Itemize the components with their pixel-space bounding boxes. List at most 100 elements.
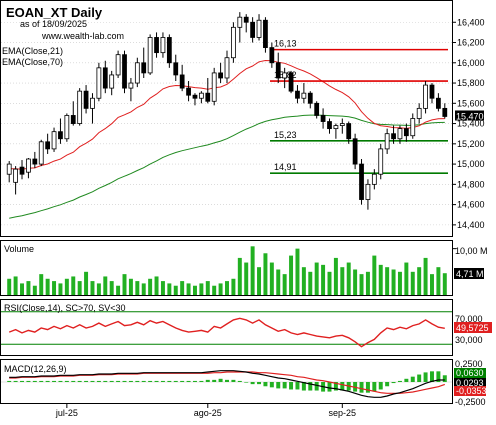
candle-body-down	[166, 37, 172, 64]
candle	[346, 121, 352, 144]
volume-bar	[397, 271, 402, 295]
macd-histogram-bar	[244, 382, 249, 383]
volume-bar	[167, 283, 172, 295]
volume-panel-frame	[0, 240, 453, 296]
volume-bar	[391, 269, 396, 295]
candle-body-down	[173, 62, 179, 76]
macd-histogram-bar	[90, 380, 95, 382]
candle-body-up	[410, 118, 416, 137]
macd-histogram-bar	[263, 382, 268, 387]
candle-body-down	[442, 107, 448, 117]
price-tick-label: 14,400	[457, 220, 485, 230]
price-tick-label: 16,000	[457, 58, 485, 68]
ema-70-line	[9, 114, 445, 219]
rsi-last-bg	[454, 322, 492, 333]
candle	[429, 83, 435, 104]
macd-histogram-bar	[116, 380, 121, 382]
volume-bar	[205, 281, 210, 295]
candle-body-down	[154, 37, 159, 54]
volume-bar	[20, 283, 25, 295]
candle	[403, 123, 409, 142]
rsi-line	[8, 317, 445, 348]
volume-bar	[39, 274, 44, 295]
candle-body-down	[32, 158, 38, 165]
volume-bar	[148, 278, 153, 295]
volume-bar	[436, 267, 441, 295]
volume-bar	[160, 281, 165, 295]
macd-histogram-bar	[148, 380, 153, 382]
candle	[154, 32, 159, 58]
volume-bar	[308, 271, 313, 295]
volume-bar	[186, 283, 191, 295]
candle	[179, 64, 185, 92]
candle	[83, 85, 89, 114]
candle	[288, 70, 294, 94]
candle	[218, 62, 223, 84]
rsi-tick-70: 70,000	[455, 314, 483, 324]
candle-body-down	[307, 92, 313, 104]
candle	[45, 133, 51, 154]
volume-bar	[257, 267, 262, 295]
macd-signal-last-label: -0,0353	[456, 386, 487, 396]
volume-bar	[109, 281, 114, 295]
price-panel-frame	[0, 0, 453, 237]
macd-hist-last-bg	[454, 368, 486, 378]
candle-body-up	[423, 84, 428, 109]
price-tick-label: 16,400	[457, 17, 485, 27]
volume-bar	[442, 273, 447, 295]
macd-histogram-bar	[186, 380, 191, 382]
candle-body-down	[58, 131, 63, 140]
candle	[166, 34, 172, 68]
volume-bar	[26, 281, 31, 295]
candle	[371, 169, 377, 190]
price-tick-label: 15,800	[457, 78, 485, 88]
candle	[147, 34, 153, 75]
candle	[442, 103, 448, 119]
candle-body-down	[275, 62, 281, 79]
ema-21-line	[9, 59, 445, 170]
candle	[391, 125, 396, 144]
candle	[301, 83, 307, 104]
candle-body-up	[6, 163, 12, 175]
candle	[320, 108, 326, 129]
candle	[231, 22, 236, 63]
volume-bar	[378, 264, 383, 295]
candle	[307, 91, 313, 109]
candle-body-up	[26, 158, 31, 173]
candle	[359, 159, 364, 205]
volume-bar	[32, 285, 37, 295]
macd-histogram-bar	[276, 382, 281, 389]
last-price-marker: 15,470	[455, 110, 484, 121]
candle	[134, 57, 140, 88]
volume-panel: Volume 10,00 M 4,71 M	[0, 240, 488, 296]
macd-histogram-bar	[308, 382, 313, 391]
volume-bar	[353, 269, 358, 295]
candle	[397, 125, 403, 144]
candle-body-down	[346, 123, 352, 140]
volume-bar	[212, 285, 217, 295]
macd-histogram-bar	[45, 380, 50, 382]
candle	[243, 14, 249, 33]
volume-bar	[128, 278, 133, 295]
macd-histogram-bar	[122, 380, 127, 382]
volume-bar	[327, 271, 332, 295]
volume-bar	[282, 274, 287, 295]
candle	[339, 118, 345, 134]
volume-bar	[276, 269, 281, 295]
macd-histogram-bar	[333, 382, 338, 391]
candle	[51, 127, 57, 152]
candle-body-up	[198, 92, 204, 99]
legend-ema-21: EMA(Close,21)	[2, 46, 63, 56]
volume-bar	[295, 248, 300, 295]
macd-panel-frame	[0, 359, 453, 404]
volume-bar	[385, 267, 390, 295]
volume-bar	[289, 255, 294, 295]
volume-last-label: 4,71 M	[456, 269, 484, 279]
macd-panel: MACD(12,26,9) 0,2500 -0,2500 0,0630 0,02…	[0, 359, 487, 407]
candle-body-down	[359, 163, 364, 200]
candle-body-up	[96, 67, 102, 99]
volume-bar	[96, 283, 101, 295]
volume-bar	[192, 285, 197, 295]
candle-body-up	[64, 115, 70, 140]
